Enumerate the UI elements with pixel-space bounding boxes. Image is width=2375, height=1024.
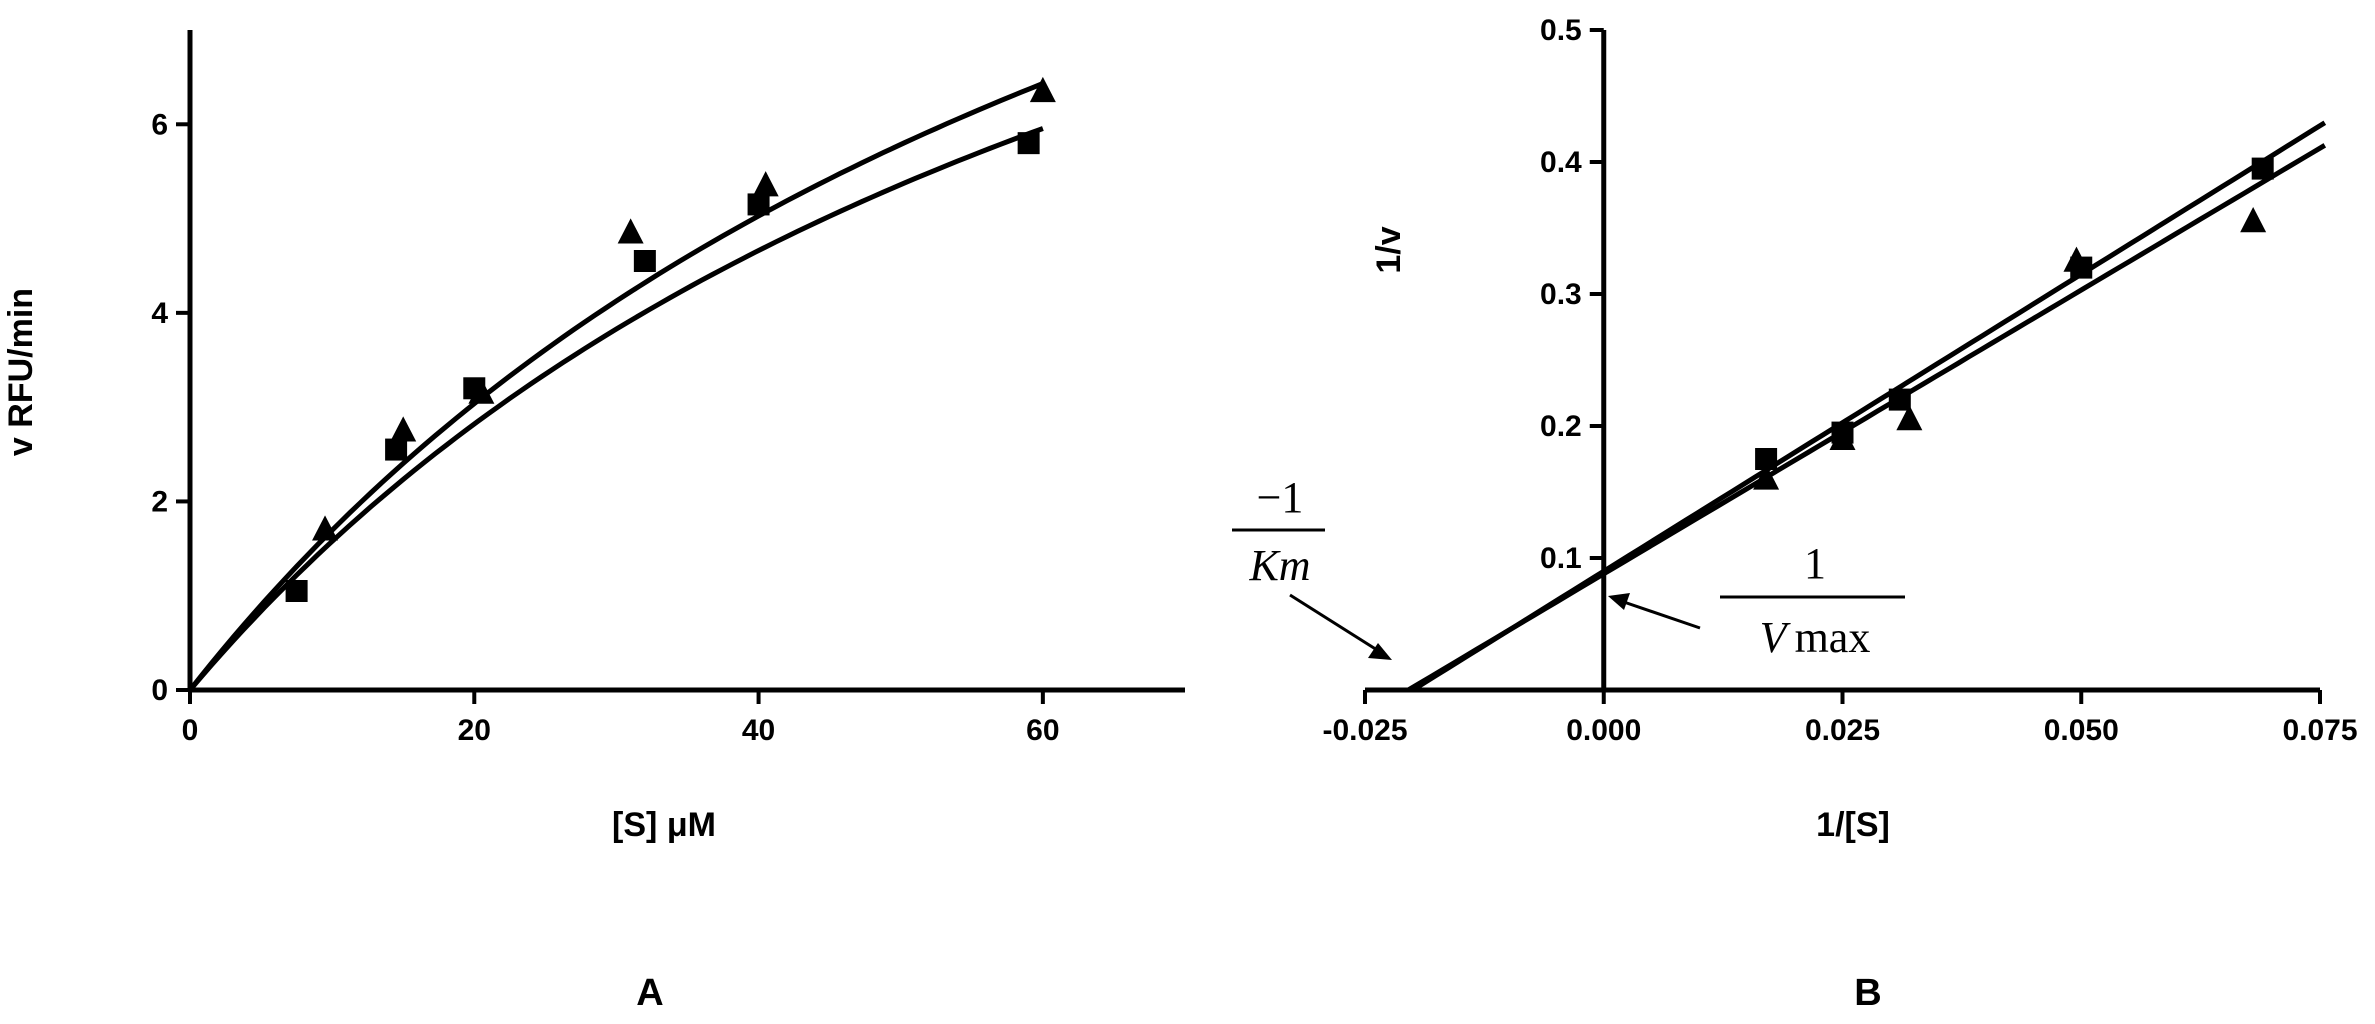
panel-b-chart: -0.025 0.000 0.025 0.050 0.075 0.1 0.2 0.3 0.4 0.… [1232, 14, 2358, 1014]
panel-a-point-triangle [1029, 76, 1056, 103]
km-arrow-head [1368, 643, 1392, 660]
km-annotation: −1 Km [1232, 473, 1392, 660]
panel-b-x-tick-label: -0.025 [1322, 714, 1407, 747]
panel-a-point-triangle [617, 218, 644, 244]
panel-a-point-triangle [312, 515, 339, 541]
panel-b-y-tick-label: 0.1 [1540, 542, 1582, 575]
panel-b-point-triangle [2240, 207, 2267, 233]
panel-a-x-tick-label: 60 [1026, 714, 1059, 747]
panel-b-letter: B [1854, 972, 1881, 1014]
panel-a-point-triangle [390, 416, 417, 442]
km-arrow [1289, 593, 1386, 657]
panel-a-x-tick-label: 20 [458, 714, 491, 747]
panel-a-ticks: 0 20 40 60 0 2 4 6 [151, 108, 1059, 747]
panel-a-x-tick-label: 0 [182, 714, 199, 747]
panel-b-y-axis-title: 1/v [1370, 226, 1408, 273]
panel-a-x-tick-label: 40 [742, 714, 775, 747]
panel-b-axes [1365, 30, 2320, 693]
panel-a-point-square [285, 580, 308, 602]
vmax-denominator-max: max [1795, 613, 1871, 662]
panel-a-x-axis-title: [S] μM [612, 806, 716, 844]
panel-b-point-triangle [1829, 424, 1856, 450]
panel-b-x-tick-label: 0.000 [1566, 714, 1641, 747]
vmax-denominator-v: V [1760, 613, 1792, 662]
panel-a-y-tick-label: 0 [151, 674, 168, 707]
panel-a-point-triangle [752, 171, 779, 197]
panel-b-x-tick-label: 0.025 [1805, 714, 1880, 747]
panel-b-y-tick-label: 0.2 [1540, 410, 1582, 443]
panel-a-point-square [747, 193, 770, 216]
vmax-arrow-head [1608, 593, 1630, 610]
panel-b-fit-triangle [1406, 143, 2327, 693]
panel-a-chart: 0 20 40 60 0 2 4 6 [S] μM v RFU/min A [2, 30, 1185, 1014]
panel-a-y-tick-label: 2 [151, 485, 168, 518]
panel-b-y-tick-label: 0.4 [1540, 146, 1582, 179]
panel-b-point-square [2251, 157, 2274, 180]
panel-b-y-tick-label: 0.3 [1540, 278, 1582, 311]
panel-b-y-tick-label: 0.5 [1540, 14, 1582, 47]
panel-a-point-square [1017, 132, 1040, 155]
panel-b-point-triangle [2063, 246, 2090, 272]
panel-a-point-triangle [468, 378, 495, 404]
panel-a-data-points [285, 76, 1056, 602]
panel-a-letter: A [636, 972, 663, 1014]
panel-b-point-square [1888, 388, 1911, 411]
panel-a-y-tick-label: 6 [151, 108, 168, 141]
panel-a-fit-triangle [188, 81, 1044, 692]
km-numerator: −1 [1257, 473, 1304, 522]
panel-a-fit-square [188, 126, 1044, 692]
panel-b-ticks: -0.025 0.000 0.025 0.050 0.075 0.1 0.2 0.3 0.4 0.… [1322, 14, 2357, 747]
panel-a-axes [187, 30, 1185, 693]
km-denominator: Km [1248, 541, 1310, 590]
panel-b-x-axis-title: 1/[S] [1816, 806, 1890, 844]
panel-b-point-triangle [1753, 464, 1780, 490]
panel-a-y-tick-label: 4 [151, 297, 168, 330]
panel-a-point-square [385, 438, 408, 461]
panel-b-point-triangle [1896, 405, 1923, 431]
vmax-numerator: 1 [1804, 539, 1826, 588]
panel-b-x-tick-label: 0.075 [2282, 714, 2357, 747]
panel-a-fit-curves [188, 81, 1044, 692]
panel-a-point-square [633, 250, 656, 272]
panel-b-x-tick-label: 0.050 [2044, 714, 2119, 747]
panel-a-y-axis-title: v RFU/min [2, 288, 40, 456]
vmax-arrow [1617, 598, 1701, 630]
panel-b-fit-lines [1406, 120, 2327, 693]
panel-b-point-square [1755, 448, 1778, 470]
panel-b-data-points [1753, 157, 2274, 490]
